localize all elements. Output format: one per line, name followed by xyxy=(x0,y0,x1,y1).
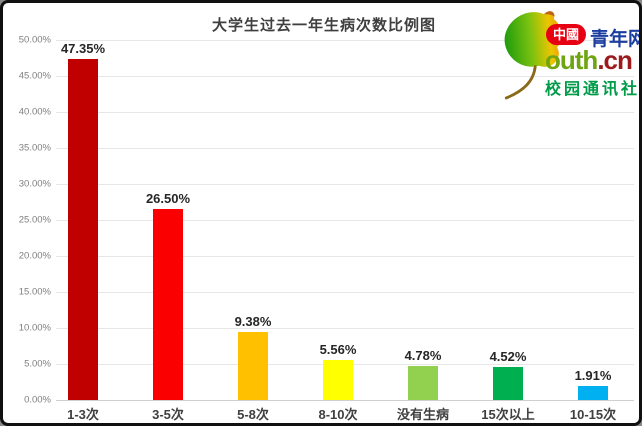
chart-title: 大学生过去一年生病次数比例图 xyxy=(211,17,436,34)
gridline xyxy=(56,328,634,329)
x-axis-category-label: 没有生病 xyxy=(396,407,449,422)
x-axis-category-label: 15次以上 xyxy=(481,407,535,422)
bar-5-8次 xyxy=(238,332,268,400)
bar-1-3次 xyxy=(68,59,98,400)
bar-15次以上 xyxy=(493,367,523,400)
bar-value-label: 4.52% xyxy=(489,349,527,364)
y-axis-tick-label: 40.00% xyxy=(18,106,51,118)
x-axis-category-label: 3-5次 xyxy=(152,407,184,422)
gridline xyxy=(56,400,634,401)
x-axis-category-label: 1-3次 xyxy=(67,407,99,422)
logo-badge: 中國 xyxy=(546,24,586,45)
x-axis-category-label: 8-10次 xyxy=(318,407,358,422)
gridline xyxy=(56,220,634,221)
gridline xyxy=(56,184,634,185)
logo-domain-prefix: outh xyxy=(545,45,598,75)
logo-brand-text: 青年网 xyxy=(590,29,642,50)
ginkgo-leaf-icon xyxy=(493,7,571,107)
bar-没有生病 xyxy=(408,366,438,400)
bar-value-label: 5.56% xyxy=(319,342,357,357)
bar-8-10次 xyxy=(323,360,353,400)
y-axis-tick-label: 15.00% xyxy=(18,286,51,298)
y-axis-tick-label: 50.00% xyxy=(18,34,51,46)
gridline xyxy=(56,148,634,149)
y-axis-tick-label: 45.00% xyxy=(18,70,51,82)
bar-10-15次 xyxy=(578,386,608,400)
bar-value-label: 1.91% xyxy=(574,368,612,383)
youth-cn-logo: 中國 青年网 outh.cn 校园通讯社 xyxy=(491,5,642,101)
logo-domain-suffix: .cn xyxy=(597,45,633,75)
x-axis-category-label: 10-15次 xyxy=(569,407,617,422)
logo-domain-text: outh.cn xyxy=(545,45,633,76)
logo-tagline: 校园通讯社 xyxy=(545,81,641,98)
bar-value-label: 26.50% xyxy=(145,191,191,206)
y-axis-tick-label: 20.00% xyxy=(18,250,51,262)
y-axis-tick-label: 0.00% xyxy=(24,394,51,406)
y-axis-tick-label: 5.00% xyxy=(24,358,51,370)
bar-3-5次 xyxy=(153,209,183,400)
y-axis-tick-label: 25.00% xyxy=(18,214,51,226)
bar-value-label: 9.38% xyxy=(234,314,272,329)
bar-value-label: 47.35% xyxy=(60,41,106,56)
gridline xyxy=(56,40,634,41)
y-axis-tick-label: 10.00% xyxy=(18,322,51,334)
gridline xyxy=(56,292,634,293)
y-axis-tick-label: 30.00% xyxy=(18,178,51,190)
gridline xyxy=(56,76,634,77)
bar-value-label: 4.78% xyxy=(404,348,442,363)
x-axis-category-label: 5-8次 xyxy=(237,407,269,422)
gridline xyxy=(56,112,634,113)
gridline xyxy=(56,256,634,257)
y-axis-tick-label: 35.00% xyxy=(18,142,51,154)
